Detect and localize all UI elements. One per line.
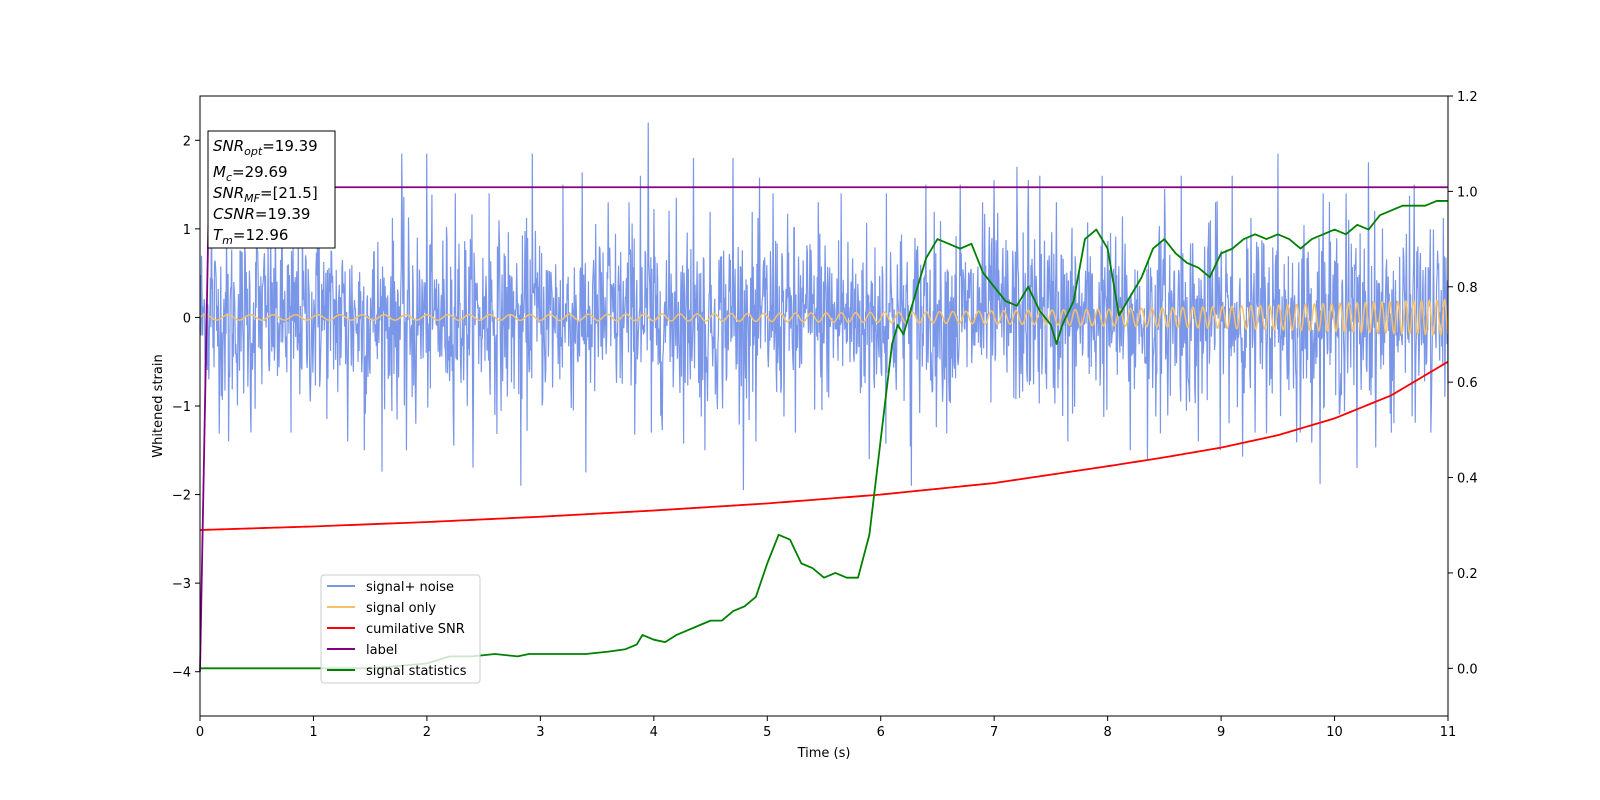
y-tick-label: −2 [172,489,191,504]
legend-item-signal: signal only [327,601,436,616]
x-tick-label: 8 [1103,725,1111,740]
x-tick-label: 7 [990,725,998,740]
y-axis-right: 1.2 1.0 0.8 0.6 0.4 0.2 0.0 [1448,90,1478,677]
legend: signal+ noise signal only cumilative SNR… [320,574,481,684]
x-tick-label: 0 [196,725,204,740]
y-axis-label: Whitened strain [151,354,166,457]
legend-label-signal: signal only [366,601,436,616]
y-axis-left: 2 1 0 −1 −2 −3 −4 [172,134,200,681]
y2-tick-label: 1.0 [1457,185,1478,200]
x-tick-label: 6 [877,725,885,740]
info-box-frame [207,130,336,249]
x-axis-label: Time (s) [797,746,851,761]
info-box: SNRopt=19.39 Mc=29.69 SNRMF=[21.5] CSNR=… [207,130,336,249]
y-tick-label: 0 [183,311,191,326]
x-tick-label: 10 [1326,725,1343,740]
y2-tick-label: 1.2 [1457,90,1478,105]
series-signal-statistics [200,200,1448,670]
x-axis: 0 1 2 3 4 5 6 7 8 9 10 11 [196,716,1456,740]
x-tick-label: 5 [763,725,771,740]
y2-tick-label: 0.0 [1457,662,1478,677]
y2-tick-label: 0.6 [1457,376,1478,391]
y-tick-label: −3 [172,577,191,592]
legend-frame [320,574,481,684]
legend-item-label: label [327,643,397,658]
info-snr-opt: SNRopt=19.39 [213,137,318,158]
legend-item-csnr: cumilative SNR [327,622,465,637]
y-tick-label: 1 [183,223,191,238]
y-tick-label: 2 [183,134,191,149]
info-snr-mf: SNRMF=[21.5] [213,184,318,205]
x-tick-label: 9 [1217,725,1225,740]
legend-item-stat: signal statistics [327,664,467,679]
info-mc: Mc=29.69 [213,163,288,184]
x-tick-label: 2 [423,725,431,740]
series-cumulative-snr [199,360,1449,531]
info-csnr: CSNR=19.39 [213,205,310,223]
x-tick-label: 3 [536,725,544,740]
legend-label-csnr: cumilative SNR [366,622,465,637]
info-tm: Tm=12.96 [213,226,288,247]
series-signal-only [199,298,1449,337]
y-tick-label: −4 [172,666,191,681]
x-tick-label: 11 [1440,725,1457,740]
x-tick-label: 1 [309,725,317,740]
legend-label-noise: signal+ noise [366,580,454,595]
y2-tick-label: 0.2 [1457,567,1478,582]
series-signal-noise [199,122,1449,491]
y2-tick-label: 0.8 [1457,281,1478,296]
y-tick-label: −1 [172,400,191,415]
legend-item-noise: signal+ noise [327,580,454,595]
x-tick-label: 4 [650,725,658,740]
legend-label-label: label [366,643,397,658]
legend-label-stat: signal statistics [366,664,467,679]
y2-tick-label: 0.4 [1457,472,1478,487]
